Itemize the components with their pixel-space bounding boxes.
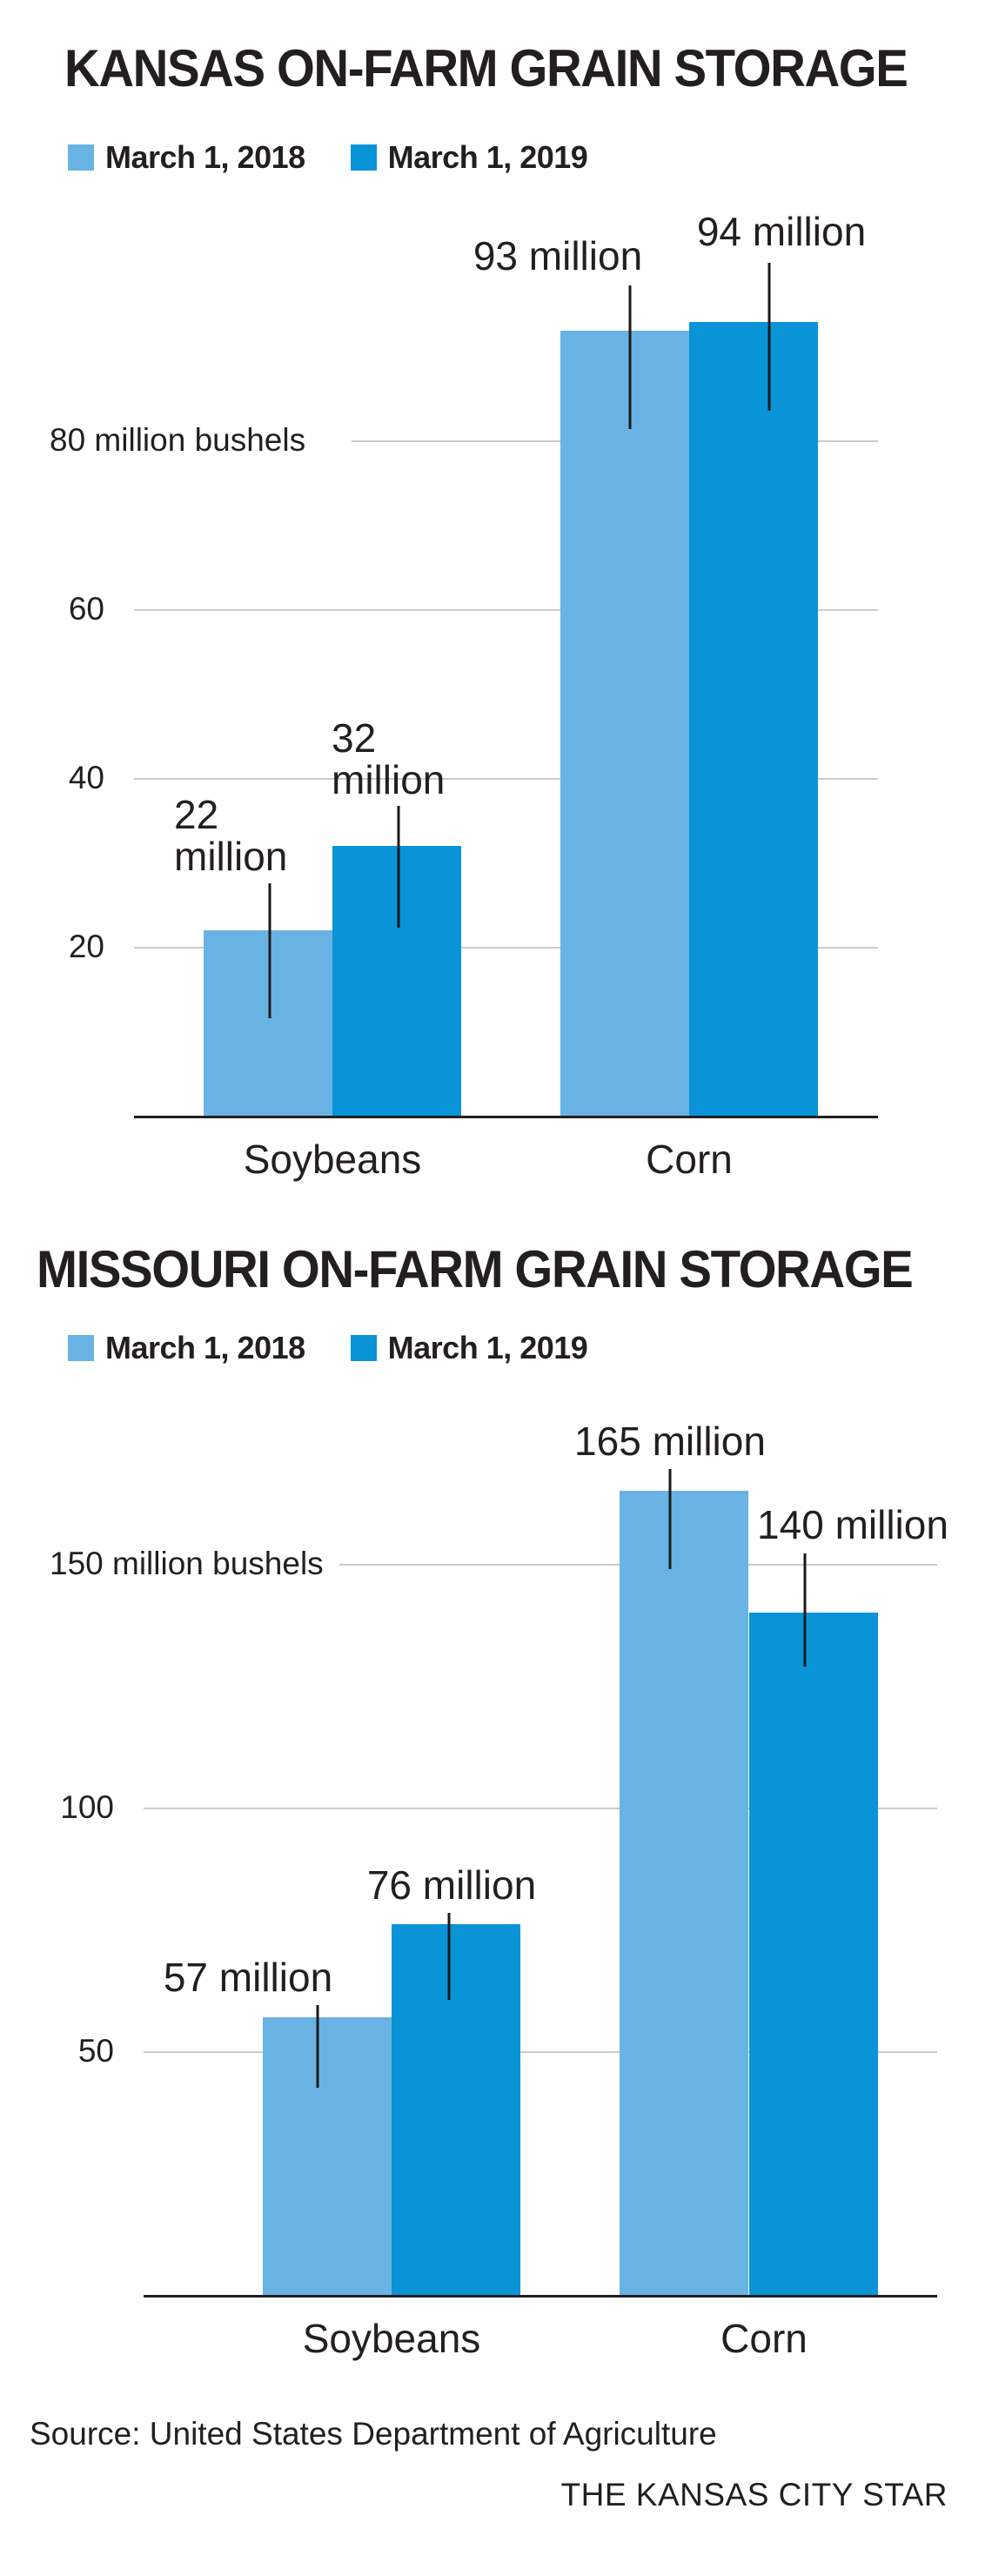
category-label-soybeans: Soybeans (302, 2316, 481, 2361)
kansas-legend: March 1, 2018 March 1, 2019 (68, 139, 588, 176)
tick-label-40: 40 (68, 760, 104, 795)
category-label-corn: Corn (721, 2316, 808, 2361)
legend-item-2018: March 1, 2018 (68, 139, 305, 176)
bar-soybeans-2018 (204, 930, 332, 1116)
value-label-corn-2018: 165 million (574, 1419, 766, 1464)
legend-item-2019: March 1, 2019 (350, 139, 588, 176)
gridline-rule (134, 778, 878, 780)
legend-label-2019: March 1, 2019 (387, 139, 588, 175)
tick-label-80: 80 million bushels (50, 422, 306, 458)
legend-label-2018: March 1, 2018 (105, 139, 305, 175)
callout-line-soybeans-2018 (316, 2005, 319, 2088)
tick-label-20: 20 (68, 929, 104, 964)
callout-line-soybeans-2019 (397, 806, 400, 928)
tick-label-100: 100 (60, 1789, 114, 1825)
legend-label-2018: March 1, 2018 (105, 1330, 305, 1365)
callout-line-corn-2019 (767, 263, 771, 411)
value-label-soybeans-2018: 57 million (163, 1955, 333, 2000)
source-credit: Source: United States Department of Agri… (30, 2416, 717, 2452)
value-label-soybeans-2019: 76 million (366, 1862, 537, 1908)
legend-swatch-2019 (350, 1335, 377, 1361)
missouri-legend: March 1, 2018 March 1, 2019 (68, 1330, 588, 1366)
value-label-corn-2019: 140 million (757, 1502, 948, 1547)
legend-label-2019: March 1, 2019 (387, 1330, 588, 1365)
bar-soybeans-2019 (332, 846, 461, 1116)
gridline-rule (144, 1808, 937, 1809)
callout-line-soybeans-2019 (447, 1913, 451, 2000)
missouri-chart-title: MISSOURI ON-FARM GRAIN STORAGE (37, 1240, 914, 1298)
legend-swatch-2018 (68, 144, 94, 171)
publisher-credit: THE KANSAS CITY STAR (560, 2477, 948, 2512)
bar-soybeans-2018 (263, 2017, 392, 2295)
bar-soybeans-2019 (392, 1924, 520, 2295)
gridline-rule (144, 2051, 937, 2053)
value-label-corn-2018: 93 million (473, 233, 643, 278)
bar-corn-2018 (620, 1491, 748, 2295)
legend-swatch-2018 (68, 1335, 94, 1361)
value-label-soybeans-2018: 22 million (174, 792, 288, 879)
tick-label-50: 50 (77, 2033, 114, 2069)
tick-label-60: 60 (68, 591, 104, 627)
legend-item-2018: March 1, 2018 (68, 1330, 305, 1366)
kansas-plot-area: 80 million bushels 60 40 20 22 million (50, 209, 878, 1182)
callout-line-corn-2018 (668, 1469, 672, 1569)
bar-corn-2019 (689, 322, 818, 1116)
bar-corn-2018 (560, 331, 689, 1116)
category-label-corn: Corn (646, 1137, 733, 1182)
legend-swatch-2019 (350, 144, 377, 171)
tick-label-150: 150 million bushels (50, 1546, 324, 1581)
value-label-soybeans-2019: 32 million (332, 715, 446, 802)
category-label-soybeans: Soybeans (243, 1137, 422, 1182)
callout-line-corn-2019 (803, 1553, 807, 1667)
legend-item-2019: March 1, 2019 (350, 1330, 588, 1366)
gridline-rule (134, 609, 878, 611)
callout-line-soybeans-2018 (268, 883, 271, 1018)
bar-corn-2019 (749, 1613, 878, 2295)
value-label-corn-2019: 94 million (696, 209, 867, 254)
gridline-rule (134, 947, 878, 949)
callout-line-corn-2018 (628, 285, 632, 429)
missouri-plot-area: 150 million bushels 100 50 165 million 1… (50, 1410, 948, 2361)
kansas-chart-title: KANSAS ON-FARM GRAIN STORAGE (64, 39, 908, 97)
